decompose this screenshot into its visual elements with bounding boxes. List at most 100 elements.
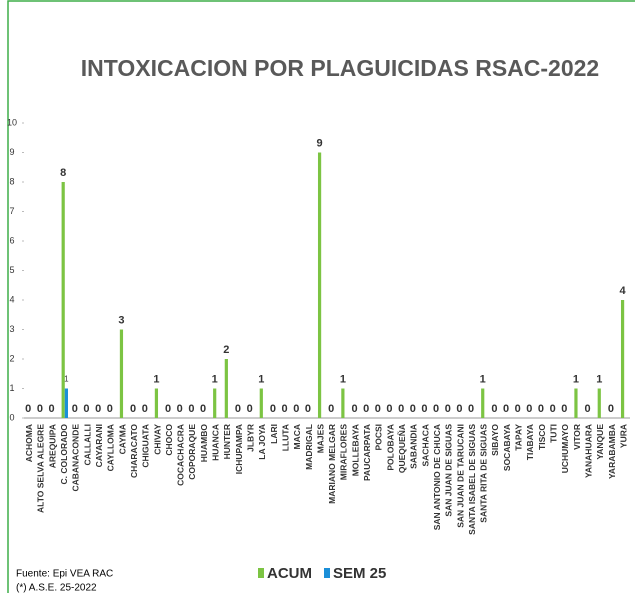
x-tick-label: AREQUIPA (47, 424, 57, 468)
data-label: 2 (223, 344, 229, 356)
x-tick-label: POLOBAYA (385, 424, 395, 471)
legend-label: SEM 25 (333, 565, 386, 582)
x-tick-label: MARIANO MELGAR (327, 424, 337, 504)
x-tick-label: YURA (618, 424, 628, 448)
data-label: 0 (235, 403, 241, 415)
y-tick-label: 5 (9, 265, 14, 275)
x-tick-label: CABANACONDE (71, 424, 81, 492)
y-tick-label: 2 (9, 353, 14, 363)
x-tick-label: HUAMBO (199, 424, 209, 463)
x-tick-label: SAN JUAN DE TARUCANI (455, 424, 465, 528)
bar (259, 388, 263, 418)
data-label: 1 (258, 373, 264, 385)
data-label: 0 (72, 403, 78, 415)
x-tick-label: MOLLEBAYA (350, 424, 360, 476)
x-tick-label: SACHACA (420, 424, 430, 467)
x-tick-label: ALTO SELVA ALEGRE (36, 424, 46, 513)
x-tick-label: CAYARANI (94, 424, 104, 467)
data-label: 0 (468, 403, 474, 415)
data-label: 0 (247, 403, 253, 415)
frame (7, 0, 635, 593)
y-tick-label: 6 (9, 235, 14, 245)
data-label: 0 (328, 403, 334, 415)
bar (597, 388, 601, 418)
data-label: 1 (212, 373, 218, 385)
x-tick-label: MAJES (315, 424, 325, 454)
note: (*) A.S.E. 25-2022 (16, 583, 97, 593)
data-label: 0 (433, 403, 439, 415)
data-label: 0 (37, 403, 43, 415)
data-label: 0 (503, 403, 509, 415)
data-label: 0 (177, 403, 183, 415)
data-label: 0 (363, 403, 369, 415)
x-tick-label: SANTA RITA DE SIGUAS (479, 424, 489, 523)
x-tick-label: COCACHACRA (176, 424, 186, 486)
bar (61, 182, 65, 418)
data-label: 9 (317, 137, 323, 149)
x-tick-label: ICHUPAMPA (234, 424, 244, 474)
y-tick-label: 10 (7, 117, 17, 127)
data-label: 4 (620, 285, 627, 297)
x-tick-label: LA JOYA (257, 424, 267, 460)
x-tick-label: PAUCARPATA (362, 424, 372, 481)
data-label: 1 (64, 375, 69, 384)
data-label: 0 (305, 403, 311, 415)
x-tick-label: C. COLORADO (59, 424, 69, 485)
x-tick-label: UCHUMAYO (560, 424, 570, 474)
bar (213, 388, 217, 418)
bar (154, 388, 159, 418)
data-label: 1 (480, 373, 486, 385)
x-tick-label: QUEQUEÑA (397, 424, 407, 473)
x-tick-label: CHIVAY (152, 424, 162, 455)
data-label: 0 (585, 403, 591, 415)
y-tick-label: 0 (9, 412, 14, 422)
x-tick-label: SIBAYO (490, 424, 500, 456)
x-tick-label: SAN ANTONIO DE CHUCA (432, 424, 442, 530)
y-tick-label: 3 (9, 324, 14, 334)
x-tick-label: MIRAFLORES (339, 424, 349, 481)
data-label: 8 (60, 167, 66, 179)
x-tick-label: HUNTER (222, 424, 232, 459)
y-tick-label: 9 (9, 147, 14, 157)
x-tick-label: MACA (292, 424, 302, 450)
data-label: 0 (608, 403, 614, 415)
y-tick-label: 4 (9, 294, 14, 304)
x-tick-label: SAN JUAN DE SIGUAS (444, 424, 454, 517)
x-tick-label: LLUTA (280, 424, 290, 451)
x-tick-label: YARABAMBA (607, 424, 617, 479)
x-tick-label: POCSI (374, 424, 384, 450)
legend-swatch (258, 568, 264, 578)
data-label: 0 (351, 403, 357, 415)
data-label: 0 (48, 403, 54, 415)
data-label: 0 (130, 403, 136, 415)
data-label: 0 (456, 403, 462, 415)
x-tick-label: JLBYR (246, 424, 256, 452)
bar (317, 152, 322, 418)
bar (481, 388, 485, 418)
data-label: 0 (270, 403, 276, 415)
bar (574, 388, 578, 418)
x-tick-label: CHARACATO (129, 424, 139, 478)
chart-title: INTOXICACION POR PLAGUICIDAS RSAC-2022 (81, 55, 599, 81)
bar (119, 329, 124, 418)
data-label: 0 (200, 403, 206, 415)
x-tick-label: CHIGUATA (141, 424, 151, 468)
data-label: 1 (573, 373, 579, 385)
note: Fuente: Epi VEA RAC (16, 569, 113, 580)
data-label: 1 (153, 373, 159, 385)
x-tick-label: CAYMA (117, 424, 127, 454)
data-label: 0 (421, 403, 427, 415)
data-label: 0 (538, 403, 544, 415)
data-label: 0 (188, 403, 194, 415)
data-label: 0 (282, 403, 288, 415)
x-tick-label: SABANDIA (409, 424, 419, 469)
data-label: 0 (95, 403, 101, 415)
data-label: 0 (375, 403, 381, 415)
x-tick-label: MADRIGAL (304, 424, 314, 470)
x-tick-label: SOCABAYA (502, 424, 512, 471)
data-label: 0 (25, 403, 31, 415)
data-label: 0 (561, 403, 567, 415)
data-label: 0 (550, 403, 556, 415)
x-tick-label: YANQUE (595, 424, 605, 460)
data-label: 0 (293, 403, 299, 415)
